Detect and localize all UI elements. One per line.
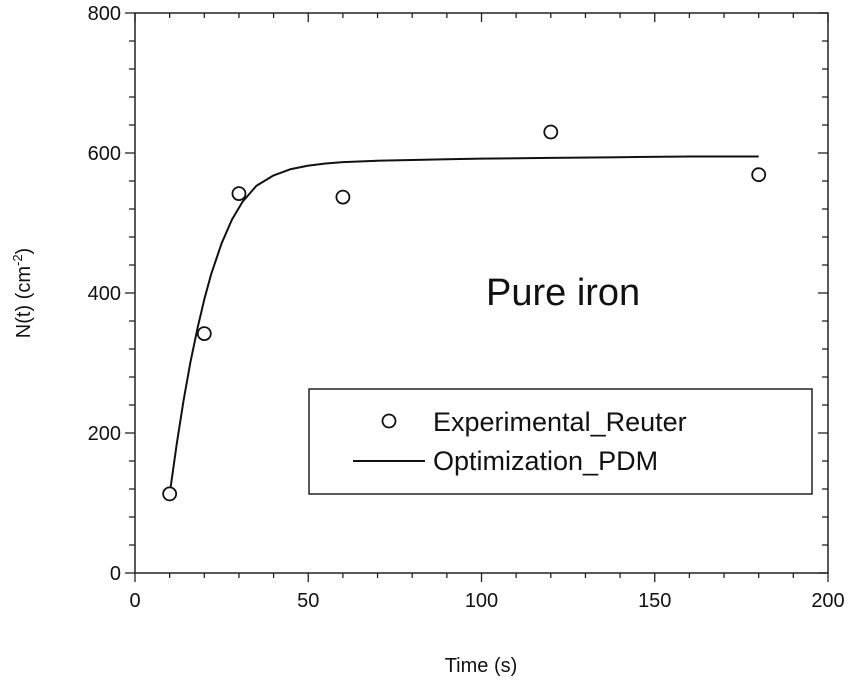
- x-tick-label: 0: [129, 590, 140, 612]
- line-optimization-pdm: [168, 155, 759, 495]
- y-axis-title-sup: -2: [10, 254, 25, 266]
- point-experimental-reuter: [231, 186, 247, 202]
- y-tick-label: 800: [88, 3, 121, 25]
- series-layer: [162, 124, 767, 502]
- legend-label-experimental: Experimental_Reuter: [433, 407, 687, 437]
- y-tick-label: 200: [88, 423, 121, 445]
- axis-ticks: [125, 12, 829, 582]
- legend-label-optimization: Optimization_PDM: [433, 446, 658, 476]
- legend: Experimental_Reuter Optimization_PDM: [308, 388, 813, 495]
- x-tick-label: 50: [297, 590, 319, 612]
- legend-box: [308, 388, 813, 495]
- y-tick-label: 400: [88, 283, 121, 305]
- point-experimental-reuter: [335, 189, 351, 205]
- point-experimental-reuter: [196, 326, 212, 342]
- point-experimental-reuter: [543, 124, 559, 140]
- tick-labels: 0 50 100 150 200 0 200 400 600 800: [88, 3, 845, 612]
- y-axis-title-close: ): [13, 248, 35, 255]
- y-tick-label: 600: [88, 143, 121, 165]
- point-experimental-reuter: [751, 167, 767, 183]
- x-tick-label: 200: [811, 590, 844, 612]
- y-axis-title-main: N(t) (cm: [13, 266, 35, 338]
- chart-annotation: Pure iron: [486, 272, 640, 314]
- point-experimental-reuter: [162, 486, 178, 502]
- legend-marker-experimental: [381, 413, 397, 429]
- x-axis-title: Time (s): [445, 655, 518, 677]
- x-tick-label: 100: [465, 590, 498, 612]
- x-tick-label: 150: [638, 590, 671, 612]
- y-axis-title: N(t) (cm-2): [10, 248, 35, 338]
- y-tick-label: 0: [110, 563, 121, 585]
